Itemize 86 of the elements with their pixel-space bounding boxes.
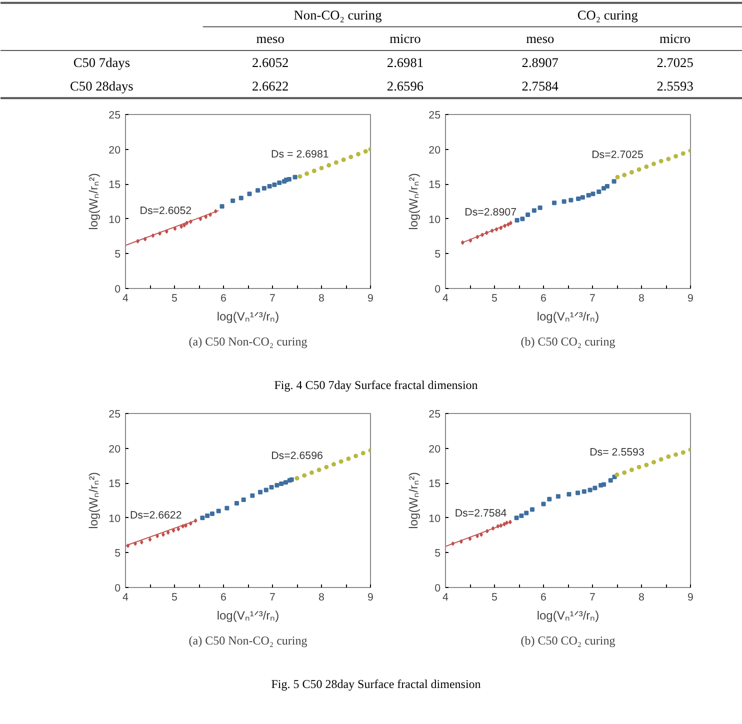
y-tick-label: 20 — [108, 443, 121, 456]
data-label: 2.7025 — [656, 54, 694, 70]
y-tick-label: 20 — [428, 443, 441, 456]
x-tick-label: micro — [660, 31, 691, 46]
data-label: 2.6052 — [252, 54, 289, 70]
text: (b) C50 CO₂ curing — [520, 334, 616, 348]
x-tick-label: 6 — [540, 592, 547, 604]
y-tick-label: 5 — [114, 248, 121, 261]
text: (a) C50 Non-CO₂ curing — [188, 334, 308, 348]
y-tick-label: 25 — [108, 110, 121, 122]
x-tick-label: 6 — [540, 292, 547, 304]
y-tick-label: 20 — [108, 144, 121, 156]
annotation: Ds=2.8907 — [464, 206, 517, 219]
y-tick-label: 5 — [434, 248, 441, 261]
y-tick-label: 0 — [434, 582, 441, 595]
y-tick-label: 5 — [434, 548, 441, 560]
data-label: 2.8907 — [522, 54, 559, 70]
data-label: 2.5593 — [656, 78, 694, 94]
annotation: Ds = 2.6981 — [271, 148, 329, 160]
x-tick-label: 8 — [318, 592, 325, 604]
y-tick-label: 0 — [114, 284, 121, 296]
text: (b) C50 CO₂ curing — [520, 634, 616, 648]
x-tick-label: 5 — [492, 292, 498, 304]
x-tick-label: 7 — [270, 592, 276, 604]
x-tick-label: 5 — [172, 292, 178, 304]
x-tick-label: 5 — [492, 592, 498, 604]
x-tick-label: 7 — [270, 292, 276, 304]
y-tick-label: 15 — [108, 478, 121, 490]
y-tick-label: 15 — [428, 478, 441, 490]
x-tick-label: 5 — [172, 592, 178, 604]
y-tick-label: 25 — [108, 408, 121, 421]
x-tick-label: 6 — [220, 592, 227, 604]
data-label: 2.6981 — [386, 54, 424, 70]
x-axis-title: log(Vₙ¹ᐟ³/rₙ) — [216, 310, 280, 324]
x-tick-label: 4 — [442, 292, 449, 304]
y-tick-label: 25 — [428, 110, 441, 122]
text: CO₂ curing — [577, 7, 638, 22]
y-tick-label: 10 — [428, 513, 441, 526]
annotation: Ds=2.7584 — [454, 508, 507, 520]
y-tick-label: 15 — [108, 179, 121, 192]
text: (a) C50 Non-CO₂ curing — [188, 634, 308, 648]
annotation: Ds=2.6622 — [130, 510, 182, 522]
y-tick-label: 5 — [114, 548, 121, 560]
x-tick-label: 8 — [638, 592, 645, 604]
y-tick-label: 20 — [428, 144, 441, 156]
y-axis-title: log(Wₙ/rₙ²) — [406, 472, 421, 529]
data-label: 2.7584 — [522, 78, 559, 94]
x-axis-title: log(Vₙ¹ᐟ³/rₙ) — [536, 608, 600, 623]
x-tick-label: meso — [256, 31, 285, 46]
text: Non-CO₂ curing — [294, 7, 382, 22]
x-axis-title: log(Vₙ¹ᐟ³/rₙ) — [536, 310, 600, 324]
x-axis-title: log(Vₙ¹ᐟ³/rₙ) — [216, 608, 280, 623]
caption: Fig. 5 C50 28day Surface fractal dimension — [271, 676, 481, 694]
y-tick-label: 10 — [108, 513, 121, 526]
caption: Fig. 4 C50 7day Surface fractal dimension — [274, 377, 478, 394]
y-tick-label: 25 — [428, 408, 441, 421]
x-tick-label: 6 — [220, 292, 227, 304]
x-tick-label: 9 — [688, 292, 694, 304]
y-axis-title: log(Wₙ/rₙ²) — [406, 173, 421, 230]
data-label: 2.6622 — [252, 78, 289, 94]
y-tick-label: C50 7days — [73, 54, 130, 70]
x-tick-label: 7 — [590, 592, 596, 604]
x-tick-label: 4 — [442, 592, 449, 604]
y-axis-title: log(Wₙ/rₙ²) — [86, 472, 101, 529]
x-tick-label: 7 — [590, 292, 596, 304]
x-tick-label: 9 — [688, 592, 694, 604]
y-tick-label: 10 — [108, 214, 121, 226]
annotation: Ds=2.7025 — [592, 149, 644, 162]
y-tick-label: 0 — [114, 582, 121, 595]
x-tick-label: micro — [390, 31, 422, 46]
x-tick-label: 9 — [368, 592, 374, 604]
x-tick-label: 9 — [368, 292, 374, 304]
y-axis-title: log(Wₙ/rₙ²) — [86, 173, 101, 230]
x-tick-label: 4 — [122, 592, 129, 604]
y-tick-label: 10 — [428, 214, 441, 226]
y-tick-label: 15 — [428, 179, 441, 192]
x-tick-label: 8 — [638, 292, 645, 304]
x-tick-label: meso — [526, 31, 555, 46]
y-tick-label: C50 28days — [70, 78, 134, 94]
x-tick-label: 8 — [318, 292, 325, 304]
y-tick-label: 0 — [434, 284, 441, 296]
x-tick-label: 4 — [122, 292, 129, 304]
annotation: Ds=2.6596 — [271, 450, 323, 462]
annotation: Ds=2.6052 — [140, 205, 192, 218]
data-label: 2.6596 — [386, 78, 424, 94]
annotation: Ds= 2.5593 — [590, 446, 644, 459]
